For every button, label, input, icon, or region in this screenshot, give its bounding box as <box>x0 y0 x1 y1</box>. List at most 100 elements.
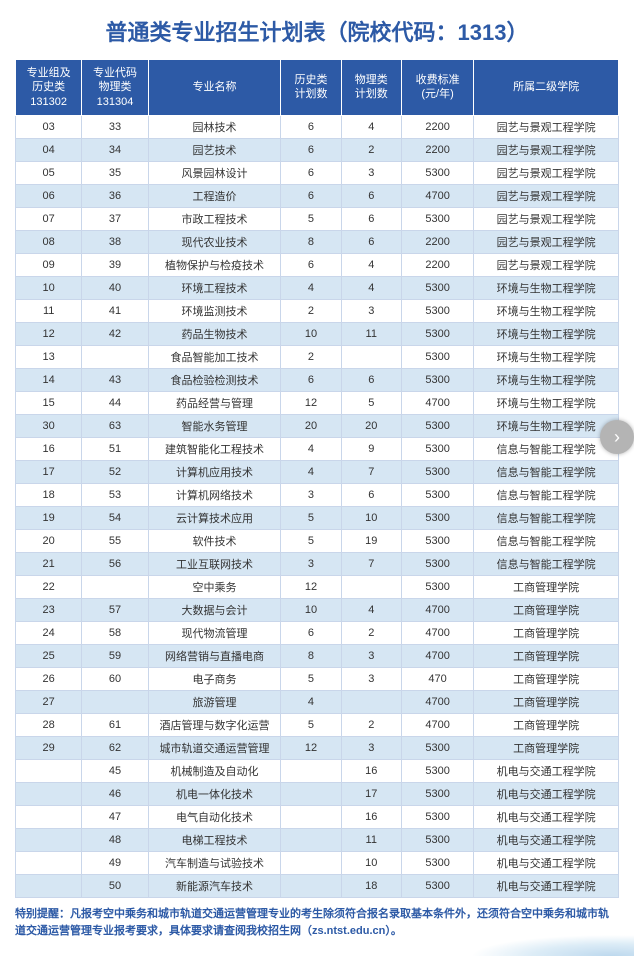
table-row: 47电气自动化技术165300机电与交通工程学院 <box>16 805 619 828</box>
table-cell <box>82 690 148 713</box>
table-cell: 2 <box>281 345 341 368</box>
table-cell <box>341 575 401 598</box>
table-header-cell: 专业组及历史类131302 <box>16 60 82 116</box>
table-cell: 21 <box>16 552 82 575</box>
table-cell: 环境工程技术 <box>148 276 281 299</box>
table-cell: 51 <box>82 437 148 460</box>
table-row: 1443食品检验检测技术665300环境与生物工程学院 <box>16 368 619 391</box>
table-cell <box>16 805 82 828</box>
table-cell: 电梯工程技术 <box>148 828 281 851</box>
table-cell: 26 <box>16 667 82 690</box>
table-cell: 环境与生物工程学院 <box>474 345 619 368</box>
table-cell: 18 <box>16 483 82 506</box>
table-row: 2458现代物流管理624700工商管理学院 <box>16 621 619 644</box>
table-cell: 机械制造及自动化 <box>148 759 281 782</box>
table-cell: 45 <box>82 759 148 782</box>
table-cell: 4 <box>341 115 401 138</box>
table-cell: 10 <box>281 322 341 345</box>
table-row: 1752计算机应用技术475300信息与智能工程学院 <box>16 460 619 483</box>
table-header-cell: 专业名称 <box>148 60 281 116</box>
table-cell: 机电一体化技术 <box>148 782 281 805</box>
table-cell: 5300 <box>401 483 473 506</box>
table-cell: 机电与交通工程学院 <box>474 874 619 897</box>
table-cell: 环境与生物工程学院 <box>474 322 619 345</box>
table-body: 0333园林技术642200园艺与景观工程学院0434园艺技术622200园艺与… <box>16 115 619 897</box>
table-cell: 42 <box>82 322 148 345</box>
table-cell: 17 <box>16 460 82 483</box>
table-cell: 6 <box>341 230 401 253</box>
table-cell: 09 <box>16 253 82 276</box>
admission-table: 专业组及历史类131302专业代码物理类131304专业名称历史类计划数物理类计… <box>15 59 619 898</box>
table-cell: 52 <box>82 460 148 483</box>
table-cell: 4 <box>341 253 401 276</box>
table-cell: 6 <box>281 621 341 644</box>
table-cell: 电子商务 <box>148 667 281 690</box>
table-cell: 5300 <box>401 851 473 874</box>
table-cell: 40 <box>82 276 148 299</box>
table-cell: 15 <box>16 391 82 414</box>
table-cell: 环境与生物工程学院 <box>474 276 619 299</box>
table-cell: 36 <box>82 184 148 207</box>
table-cell: 18 <box>341 874 401 897</box>
table-cell: 5300 <box>401 575 473 598</box>
table-cell: 27 <box>16 690 82 713</box>
table-cell: 工程造价 <box>148 184 281 207</box>
table-cell: 食品智能加工技术 <box>148 345 281 368</box>
table-cell: 54 <box>82 506 148 529</box>
table-cell: 06 <box>16 184 82 207</box>
table-cell: 4700 <box>401 184 473 207</box>
table-cell: 38 <box>82 230 148 253</box>
table-cell: 19 <box>16 506 82 529</box>
table-cell: 信息与智能工程学院 <box>474 460 619 483</box>
table-cell: 5300 <box>401 345 473 368</box>
table-cell: 软件技术 <box>148 529 281 552</box>
table-cell: 9 <box>341 437 401 460</box>
table-cell <box>281 805 341 828</box>
table-cell: 34 <box>82 138 148 161</box>
table-cell: 12 <box>281 391 341 414</box>
table-cell: 4 <box>341 276 401 299</box>
table-cell: 470 <box>401 667 473 690</box>
table-cell: 6 <box>341 368 401 391</box>
table-cell: 20 <box>281 414 341 437</box>
table-cell: 59 <box>82 644 148 667</box>
table-cell: 4700 <box>401 644 473 667</box>
page-title: 普通类专业招生计划表（院校代码：1313） <box>15 15 619 47</box>
table-row: 0636工程造价664700园艺与景观工程学院 <box>16 184 619 207</box>
table-cell: 3 <box>281 552 341 575</box>
table-cell: 6 <box>281 368 341 391</box>
table-cell: 智能水务管理 <box>148 414 281 437</box>
next-arrow-icon[interactable]: › <box>600 420 634 454</box>
table-cell: 计算机网络技术 <box>148 483 281 506</box>
table-cell: 5 <box>281 506 341 529</box>
table-cell: 11 <box>16 299 82 322</box>
table-cell: 工业互联网技术 <box>148 552 281 575</box>
table-cell: 4 <box>281 460 341 483</box>
table-cell: 8 <box>281 644 341 667</box>
table-cell: 食品检验检测技术 <box>148 368 281 391</box>
table-cell: 药品生物技术 <box>148 322 281 345</box>
table-cell: 现代物流管理 <box>148 621 281 644</box>
table-cell: 33 <box>82 115 148 138</box>
table-cell: 3 <box>281 483 341 506</box>
table-cell: 园艺与景观工程学院 <box>474 253 619 276</box>
table-cell: 4 <box>341 598 401 621</box>
table-cell: 2200 <box>401 138 473 161</box>
table-cell: 6 <box>281 184 341 207</box>
table-cell: 5300 <box>401 460 473 483</box>
table-header-cell: 物理类计划数 <box>341 60 401 116</box>
table-cell: 16 <box>341 805 401 828</box>
table-cell: 5300 <box>401 437 473 460</box>
table-cell: 园艺与景观工程学院 <box>474 161 619 184</box>
table-cell: 植物保护与检疫技术 <box>148 253 281 276</box>
table-cell: 5300 <box>401 368 473 391</box>
table-cell: 2 <box>341 138 401 161</box>
table-cell: 14 <box>16 368 82 391</box>
table-cell <box>82 575 148 598</box>
table-cell: 43 <box>82 368 148 391</box>
table-cell <box>16 828 82 851</box>
table-cell: 5300 <box>401 874 473 897</box>
table-cell <box>281 759 341 782</box>
table-cell: 药品经营与管理 <box>148 391 281 414</box>
table-cell: 53 <box>82 483 148 506</box>
